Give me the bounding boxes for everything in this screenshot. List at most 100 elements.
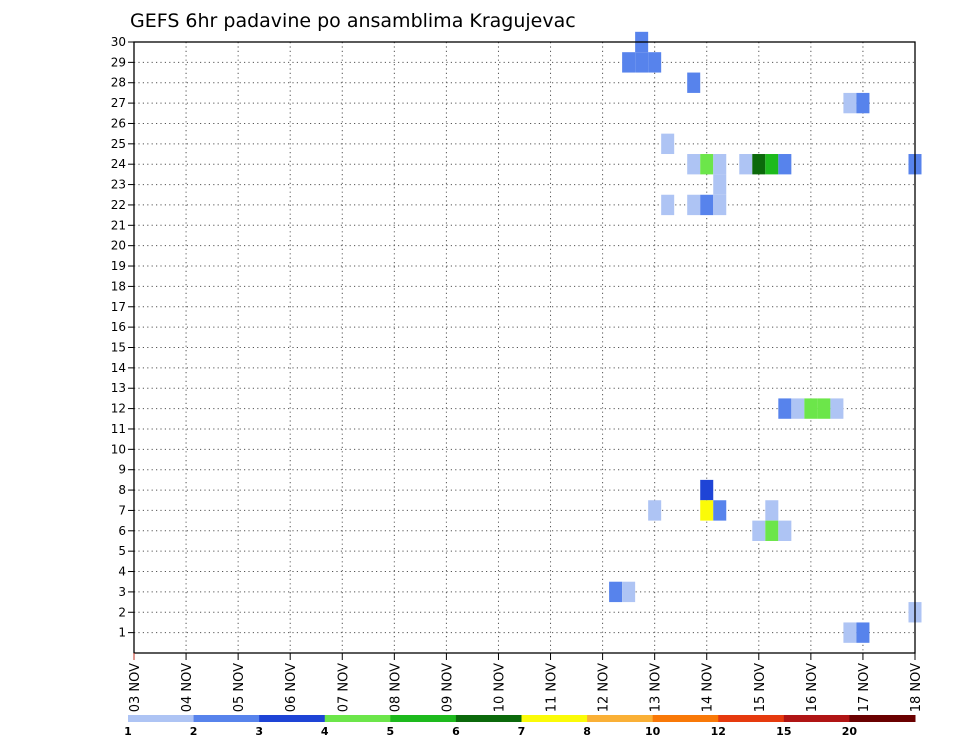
heatmap-cell (804, 398, 818, 419)
color-legend: 1 2 3 4 5 6 7 8 10 12 15 20 (124, 715, 916, 738)
heatmap-cell (778, 520, 792, 541)
y-tick-label: 16 (111, 320, 126, 334)
x-tick-label: 04 NOV (180, 663, 195, 712)
x-tick-label: 08 NOV (388, 663, 403, 712)
heatmap-cell (843, 92, 857, 114)
x-tick-label: 09 NOV (440, 663, 455, 712)
y-tick-label: 25 (111, 137, 126, 151)
x-tick-label: 17 NOV (857, 663, 872, 712)
x-tick-label: 07 NOV (336, 663, 351, 712)
y-tick-label: 14 (111, 361, 126, 375)
heatmap-cell (661, 133, 675, 155)
heatmap-cell (791, 398, 805, 419)
y-tick-label: 20 (111, 239, 126, 253)
y-tick-label: 22 (111, 198, 126, 212)
heatmap-cell (661, 194, 675, 216)
legend-label: 5 (387, 725, 395, 738)
legend-label: 2 (190, 725, 198, 738)
y-tick-label: 17 (111, 300, 126, 314)
legend-label: 4 (321, 725, 329, 738)
plot-frame (133, 41, 916, 654)
x-tick-label: 12 NOV (597, 663, 612, 712)
y-tick-label: 7 (118, 503, 126, 517)
legend-swatch (259, 715, 326, 722)
legend-swatch (849, 715, 916, 722)
heatmap-cell (687, 154, 701, 175)
x-tick-label: 06 NOV (284, 663, 299, 712)
x-tick-label: 16 NOV (805, 663, 820, 712)
y-tick-label: 26 (111, 116, 126, 130)
heatmap-cell (856, 622, 870, 643)
legend-swatch (193, 715, 260, 722)
heatmap-cell (713, 174, 727, 195)
heatmap-cell (700, 500, 714, 521)
y-tick-label: 18 (111, 279, 126, 293)
heatmap-cell (635, 52, 649, 73)
y-tick-label: 13 (111, 381, 126, 395)
heatmap-cell (739, 154, 753, 175)
y-tick-label: 29 (111, 55, 126, 69)
heatmap-cell (752, 520, 766, 541)
x-tick-label: 05 NOV (232, 663, 247, 712)
heatmap-cell (700, 194, 714, 216)
heatmap-cell (713, 500, 727, 521)
heatmap-cell (856, 92, 870, 114)
y-tick-label: 15 (111, 341, 126, 355)
heatmap-cell (622, 52, 636, 73)
heatmap-cell (843, 622, 857, 643)
y-tick-label: 4 (118, 565, 126, 579)
heatmap-cell (765, 154, 779, 175)
heatmap-cell (713, 194, 727, 216)
y-tick-label: 21 (111, 218, 126, 232)
legend-label: 7 (518, 725, 526, 738)
y-tick-label: 1 (118, 626, 126, 640)
y-tick-label: 28 (111, 76, 126, 90)
y-tick-label: 10 (111, 442, 126, 456)
legend-swatch (587, 715, 654, 722)
y-axis-ticks: 1234567891011121314151617181920212223242… (111, 35, 134, 640)
heatmap-cell (830, 398, 844, 419)
legend-label: 8 (583, 725, 591, 738)
legend-label: 20 (842, 725, 858, 738)
x-tick-label: 03 NOV (128, 663, 143, 712)
legend-swatch (390, 715, 457, 722)
heatmap-cell (687, 72, 701, 93)
x-tick-label: 18 NOV (909, 663, 924, 712)
legend-label: 3 (255, 725, 263, 738)
legend-label: 15 (776, 725, 791, 738)
y-tick-label: 5 (118, 544, 126, 558)
chart-title: GEFS 6hr padavine po ansamblima Kragujev… (130, 10, 576, 32)
legend-swatch (521, 715, 588, 722)
y-tick-label: 23 (111, 178, 126, 192)
y-tick-label: 27 (111, 96, 126, 110)
heatmap-cell (778, 398, 792, 419)
legend-swatch (718, 715, 785, 722)
heatmap-cell (622, 581, 636, 603)
data-cells (609, 31, 922, 643)
y-tick-label: 30 (111, 35, 126, 49)
heatmap-cell (713, 154, 727, 175)
legend-swatch (455, 715, 522, 722)
heatmap-cell (765, 520, 779, 541)
heatmap-cell (700, 479, 714, 501)
x-tick-label: 14 NOV (701, 663, 716, 712)
y-tick-label: 11 (111, 422, 126, 436)
x-tick-label: 15 NOV (753, 663, 768, 712)
y-tick-label: 2 (118, 605, 126, 619)
legend-swatch (652, 715, 719, 722)
y-tick-label: 19 (111, 259, 126, 273)
x-tick-label: 11 NOV (545, 663, 560, 712)
heatmap-cell (752, 154, 766, 175)
y-tick-label: 6 (118, 524, 126, 538)
heatmap-cell (765, 500, 779, 521)
heatmap-cell (700, 154, 714, 175)
legend-swatch (128, 715, 195, 722)
y-tick-label: 9 (118, 463, 126, 477)
y-tick-label: 8 (118, 483, 126, 497)
y-tick-label: 24 (111, 157, 126, 171)
legend-label: 10 (645, 725, 661, 738)
heatmap-cell (687, 194, 701, 216)
heatmap-cell (778, 154, 792, 175)
heatmap-cell (648, 52, 662, 73)
